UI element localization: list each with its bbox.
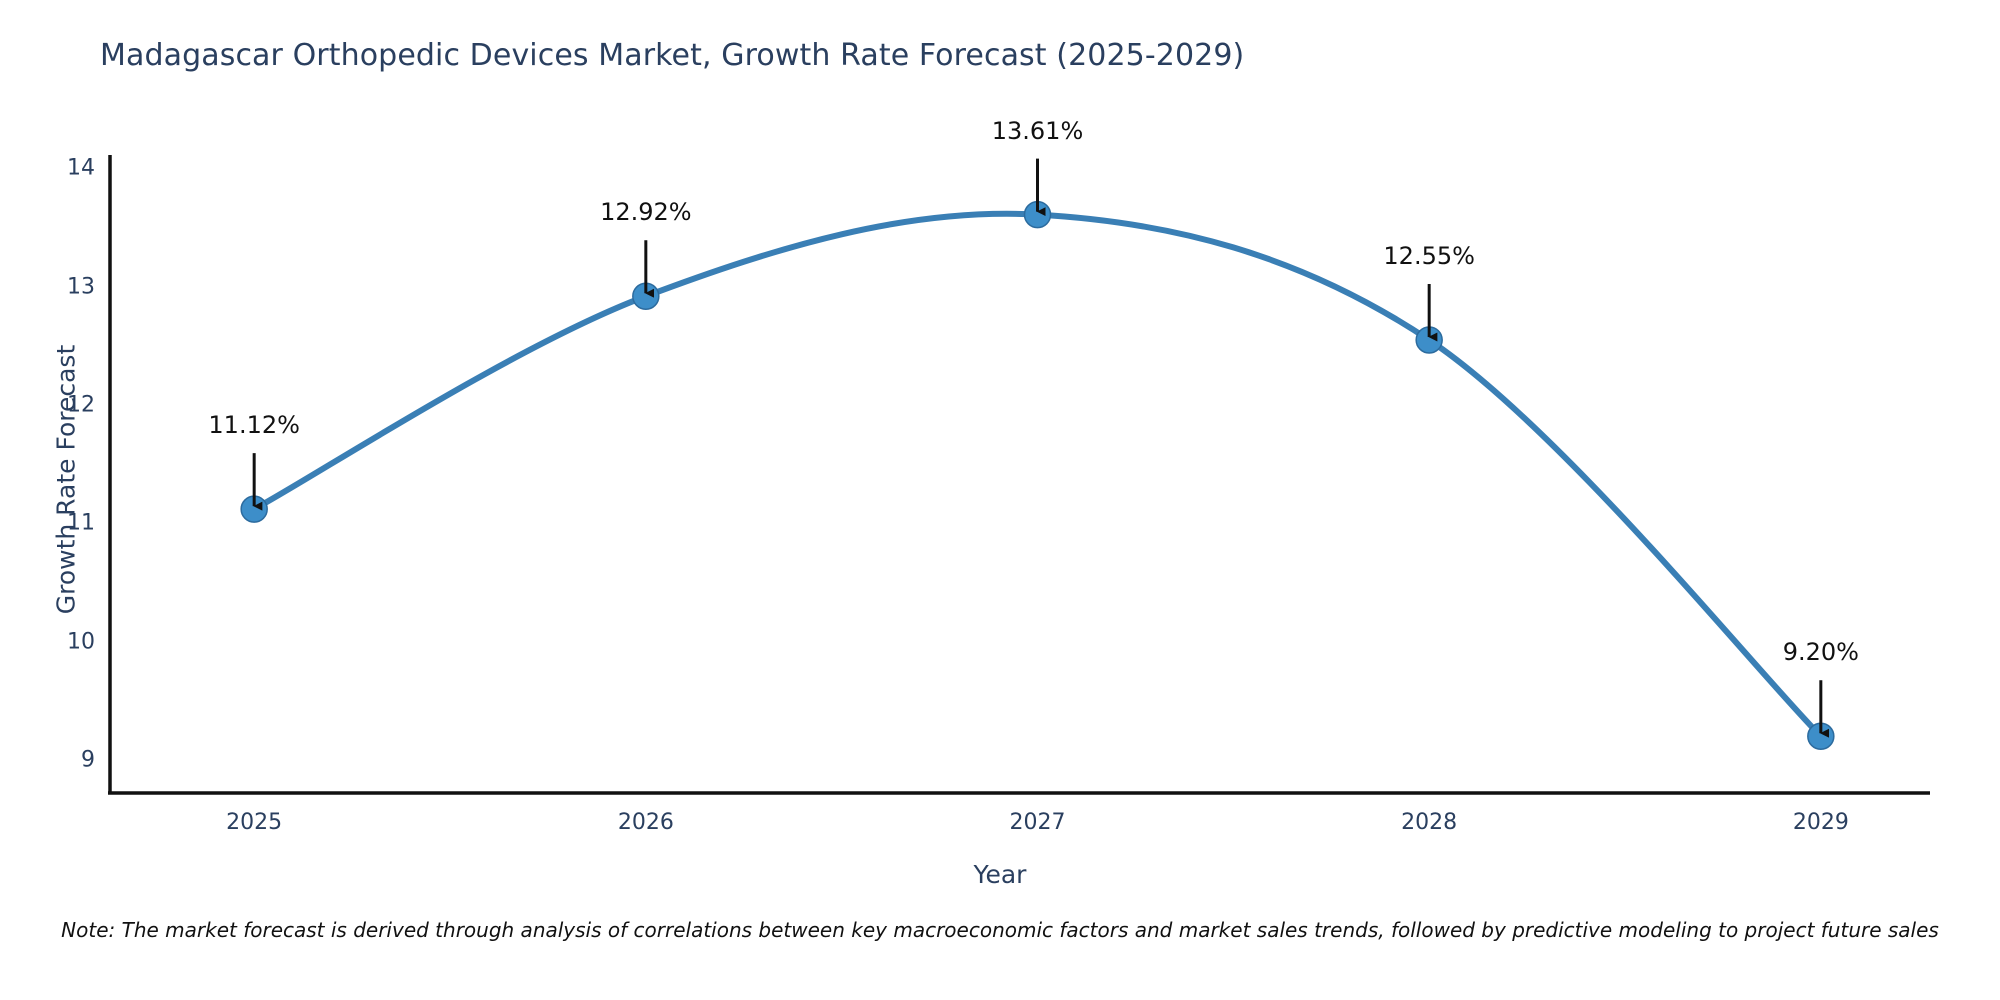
axis-lines xyxy=(108,155,1930,795)
x-tick-label: 2028 xyxy=(1401,810,1458,835)
y-axis-title: Growth Rate Forecast xyxy=(51,344,81,615)
data-point-label: 13.61% xyxy=(991,116,1084,145)
chart-footnote: Note: The market forecast is derived thr… xyxy=(61,918,1939,942)
y-tick-label: 12 xyxy=(67,392,95,418)
x-tick-label: 2026 xyxy=(617,810,674,835)
y-tick-label: 10 xyxy=(67,629,95,655)
data-point-label: 12.92% xyxy=(600,198,692,227)
y-tick-label: 13 xyxy=(67,274,95,300)
chart-title: Madagascar Orthopedic Devices Market, Gr… xyxy=(100,38,1245,73)
y-tick-label: 9 xyxy=(81,747,95,773)
y-tick-label: 14 xyxy=(67,155,95,181)
data-point-label: 9.20% xyxy=(1782,638,1859,667)
data-point-label: 12.55% xyxy=(1383,241,1475,270)
x-axis-title: Year xyxy=(973,860,1027,889)
series-markers xyxy=(240,200,1835,750)
x-tick-label: 2029 xyxy=(1792,810,1849,835)
x-tick-label: 2025 xyxy=(226,810,283,835)
data-point-label: 11.12% xyxy=(208,411,300,440)
series-line xyxy=(251,210,1824,740)
annotation-arrows xyxy=(252,158,1830,738)
x-tick-label: 2027 xyxy=(1009,810,1066,835)
data-series xyxy=(240,200,1835,750)
y-tick-label: 11 xyxy=(67,510,95,536)
